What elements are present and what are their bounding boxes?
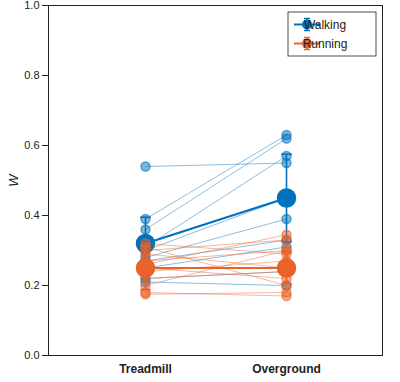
svg-text:0.4: 0.4 xyxy=(24,209,39,221)
svg-text:0.0: 0.0 xyxy=(24,349,39,361)
svg-text:0.6: 0.6 xyxy=(24,139,39,151)
svg-text:W: W xyxy=(6,173,21,187)
svg-text:0.2: 0.2 xyxy=(24,279,39,291)
svg-text:1.0: 1.0 xyxy=(24,0,39,11)
svg-text:Overground: Overground xyxy=(252,362,321,376)
svg-text:Running: Running xyxy=(303,37,348,51)
svg-text:Walking: Walking xyxy=(304,18,346,32)
svg-text:Treadmill: Treadmill xyxy=(119,362,172,376)
svg-text:0.8: 0.8 xyxy=(24,69,39,81)
